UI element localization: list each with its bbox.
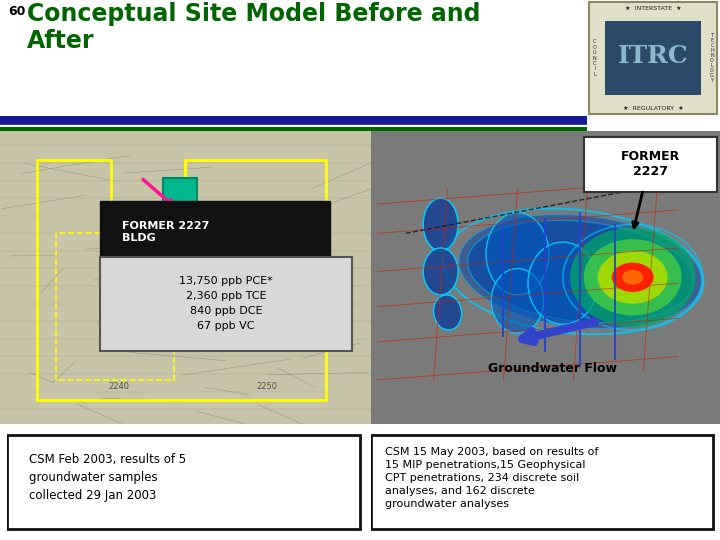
Text: ITRC: ITRC	[618, 44, 689, 68]
Text: 2240: 2240	[108, 382, 129, 391]
FancyBboxPatch shape	[606, 21, 701, 95]
FancyBboxPatch shape	[163, 178, 197, 210]
FancyBboxPatch shape	[0, 131, 371, 424]
Ellipse shape	[570, 227, 696, 327]
Text: 60: 60	[9, 5, 26, 18]
FancyBboxPatch shape	[371, 435, 713, 529]
FancyBboxPatch shape	[584, 137, 716, 192]
Text: Conceptual Site Model Before and
After: Conceptual Site Model Before and After	[27, 2, 481, 53]
Text: CSM 15 May 2003, based on results of
15 MIP penetrations,15 Geophysical
CPT pene: CSM 15 May 2003, based on results of 15 …	[384, 447, 598, 509]
Ellipse shape	[467, 220, 693, 322]
Ellipse shape	[433, 295, 462, 330]
Text: C
O
U
N
C
I
L: C O U N C I L	[593, 39, 597, 77]
Text: Groundwater Flow: Groundwater Flow	[488, 362, 617, 375]
Text: 13,750 ppb PCE*
2,360 ppb TCE
840 ppb DCE
67 ppb VC: 13,750 ppb PCE* 2,360 ppb TCE 840 ppb DC…	[179, 276, 273, 331]
Text: CSM Feb 2003, results of 5
groundwater samples
collected 29 Jan 2003: CSM Feb 2003, results of 5 groundwater s…	[29, 454, 186, 502]
Ellipse shape	[423, 248, 458, 295]
FancyBboxPatch shape	[371, 131, 720, 424]
FancyBboxPatch shape	[100, 256, 352, 350]
Ellipse shape	[486, 213, 549, 295]
FancyBboxPatch shape	[100, 201, 330, 262]
Text: T
E
C
H
N
O
L
O
G
Y: T E C H N O L O G Y	[710, 33, 714, 83]
Text: FORMER
2227: FORMER 2227	[621, 151, 680, 178]
Ellipse shape	[598, 251, 667, 303]
Text: FORMER 2227
BLDG: FORMER 2227 BLDG	[122, 221, 210, 242]
Ellipse shape	[584, 239, 682, 315]
Ellipse shape	[528, 242, 598, 324]
FancyBboxPatch shape	[590, 2, 717, 114]
Ellipse shape	[612, 262, 654, 292]
Text: ★  REGULATORY  ★: ★ REGULATORY ★	[623, 105, 684, 111]
Ellipse shape	[491, 268, 544, 333]
Text: ★  INTERSTATE  ★: ★ INTERSTATE ★	[625, 5, 682, 11]
Ellipse shape	[459, 214, 702, 328]
Ellipse shape	[423, 198, 458, 251]
FancyBboxPatch shape	[7, 435, 360, 529]
Ellipse shape	[622, 270, 643, 285]
Text: 2250: 2250	[256, 382, 277, 391]
